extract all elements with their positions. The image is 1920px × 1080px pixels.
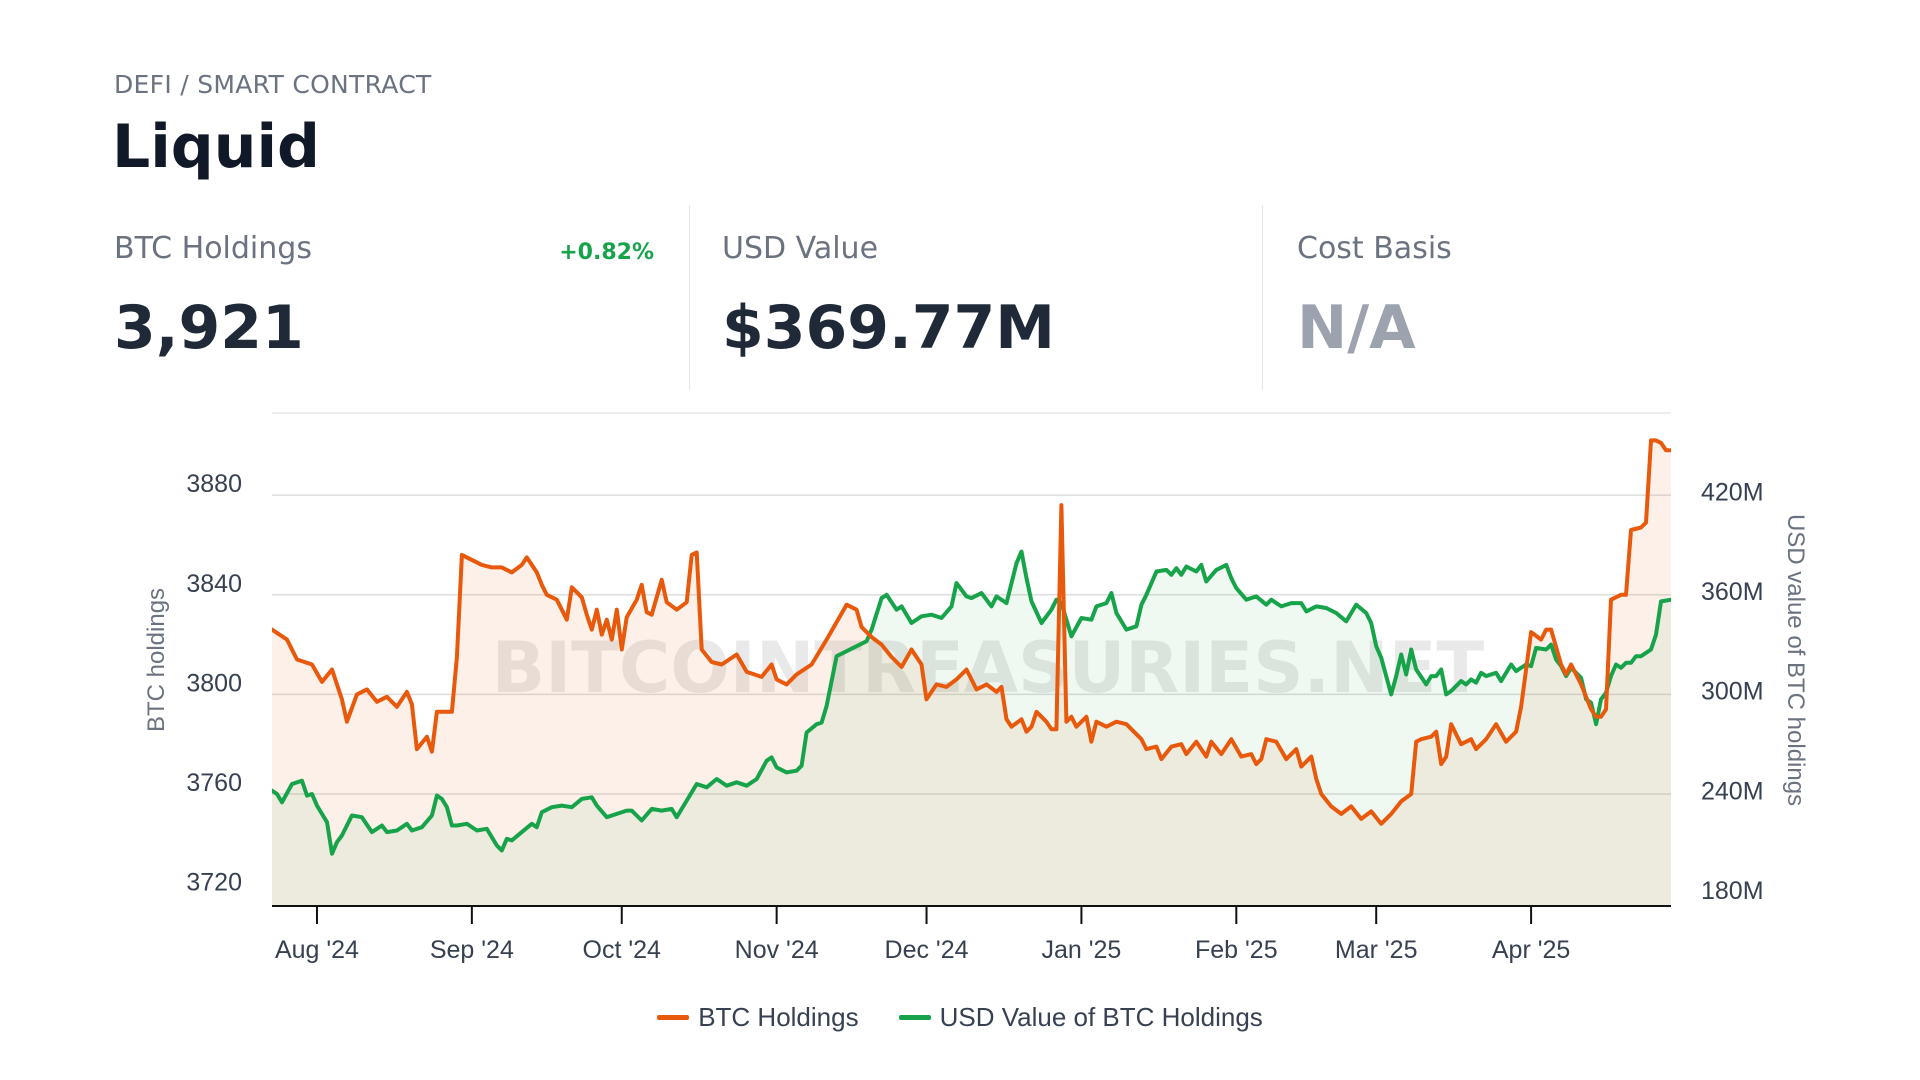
usd-value-area — [272, 551, 1671, 906]
y-tick-label-right: 300M — [1701, 678, 1764, 706]
stat-btc-holdings-label: BTC Holdings — [114, 231, 312, 266]
x-tick-label: Apr '25 — [1492, 936, 1570, 964]
y-tick-label-left: 3760 — [186, 769, 242, 797]
btc-holdings-line — [272, 438, 1671, 826]
y-axis-left: 3720 3760 3800 3840 3880 — [186, 470, 242, 896]
y-tick-label-left: 3800 — [186, 669, 242, 697]
stat-divider — [1262, 205, 1263, 390]
y-tick-label-right: 180M — [1701, 877, 1764, 905]
x-tick-label: Aug '24 — [275, 936, 359, 964]
y-axis-right-title: USD value of BTC holdings — [1782, 514, 1809, 806]
legend-item-btc-holdings[interactable]: BTC Holdings — [657, 1002, 859, 1033]
usd-value-line — [272, 549, 1671, 856]
x-tick-label: Mar '25 — [1335, 936, 1418, 964]
y-tick-label-left: 3880 — [186, 470, 242, 498]
chart-legend: BTC Holdings USD Value of BTC Holdings — [0, 1002, 1920, 1033]
x-tick-label: Dec '24 — [885, 936, 969, 964]
x-tick-label: Feb '25 — [1195, 936, 1278, 964]
legend-label-btc: BTC Holdings — [698, 1002, 859, 1032]
y-axis-left-title: BTC holdings — [143, 588, 170, 732]
legend-item-usd-value[interactable]: USD Value of BTC Holdings — [898, 1002, 1263, 1033]
x-tick-label: Nov '24 — [735, 936, 819, 964]
x-axis: Aug '24 Sep '24 Oct '24 Nov '24 Dec '24 Jan '… — [275, 906, 1570, 964]
btc-holdings-area — [272, 440, 1671, 906]
stat-btc-holdings-change: +0.82% — [559, 240, 654, 265]
y-axis-right: 180M 240M 300M 360M 420M — [1701, 478, 1764, 904]
stat-usd-value: USD Value $369.77M — [722, 205, 1242, 390]
x-tick-label: Jan '25 — [1041, 936, 1121, 964]
legend-swatch-btc — [657, 1015, 690, 1020]
stat-usd-value-label: USD Value — [722, 231, 879, 266]
holdings-chart: BITCOINTREASURIES.NET 3720 3760 3800 3840 38… — [143, 412, 1809, 964]
stat-btc-holdings-value: 3,921 — [114, 293, 304, 363]
legend-label-usd: USD Value of BTC Holdings — [939, 1002, 1263, 1032]
stat-usd-value-value: $369.77M — [722, 293, 1055, 363]
stat-cost-basis: Cost Basis N/A — [1297, 205, 1797, 390]
page-title: Liquid — [112, 112, 320, 182]
grid-lines — [272, 494, 1671, 795]
y-tick-label-right: 420M — [1701, 478, 1764, 506]
stat-cost-basis-label: Cost Basis — [1297, 231, 1452, 266]
legend-swatch-usd — [898, 1015, 931, 1020]
y-tick-label-left: 3720 — [186, 869, 242, 897]
y-tick-label-right: 360M — [1701, 578, 1764, 606]
stat-btc-holdings: BTC Holdings +0.82% 3,921 — [114, 205, 654, 390]
stat-cost-basis-value: N/A — [1297, 293, 1416, 363]
x-tick-label: Oct '24 — [583, 936, 662, 964]
y-tick-label-left: 3840 — [186, 570, 242, 598]
y-tick-label-right: 240M — [1701, 777, 1764, 805]
watermark: BITCOINTREASURIES.NET — [492, 627, 1485, 709]
category-label: DEFI / SMART CONTRACT — [114, 70, 432, 99]
stat-divider — [689, 205, 690, 390]
x-tick-label: Sep '24 — [430, 936, 514, 964]
